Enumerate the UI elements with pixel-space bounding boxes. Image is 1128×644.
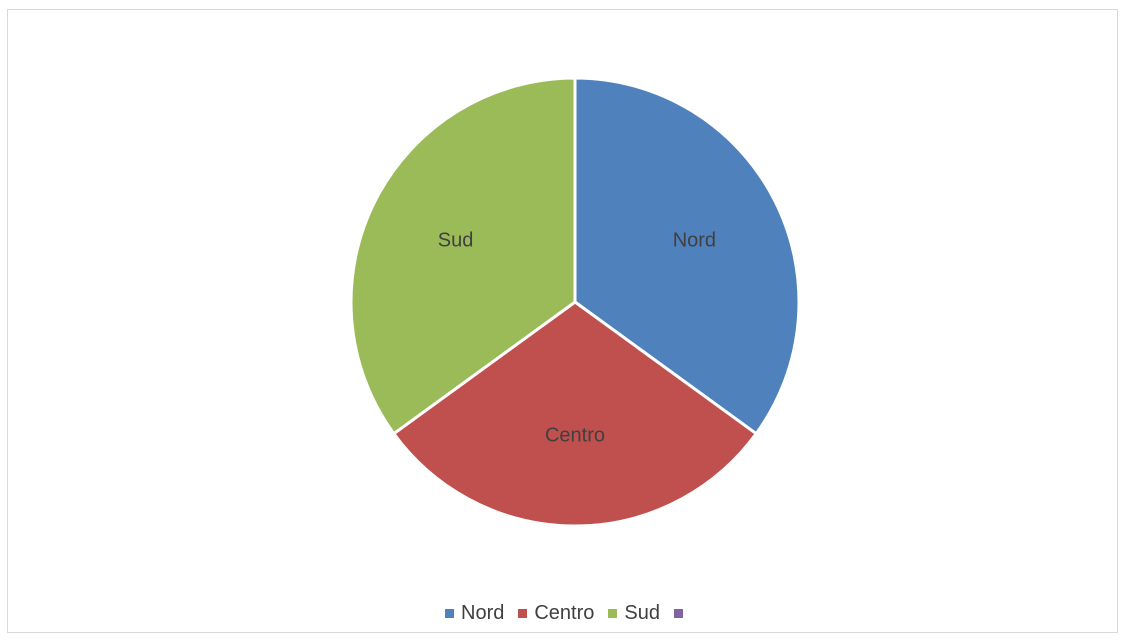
pie-slice-centro <box>392 300 758 528</box>
legend-item-sud: Sud <box>608 602 660 625</box>
legend-item-centro: Centro <box>518 602 594 625</box>
legend-item-nord: Nord <box>445 602 504 625</box>
slice-label-centro: Centro <box>545 424 605 446</box>
pie-slice-sud <box>349 76 577 436</box>
slice-label-sud: Sud <box>438 229 474 251</box>
legend-label: Centro <box>534 602 595 624</box>
legend-label: Nord <box>461 602 505 624</box>
legend: Nord Centro Sud <box>0 602 1128 625</box>
legend-label: Sud <box>624 602 660 624</box>
slice-label-nord: Nord <box>673 229 716 251</box>
legend-item-empty <box>673 609 683 618</box>
legend-swatch <box>608 609 618 618</box>
legend-swatch <box>673 609 683 618</box>
legend-swatch <box>445 609 454 618</box>
pie-slice-nord <box>573 76 801 436</box>
legend-swatch <box>518 609 528 618</box>
